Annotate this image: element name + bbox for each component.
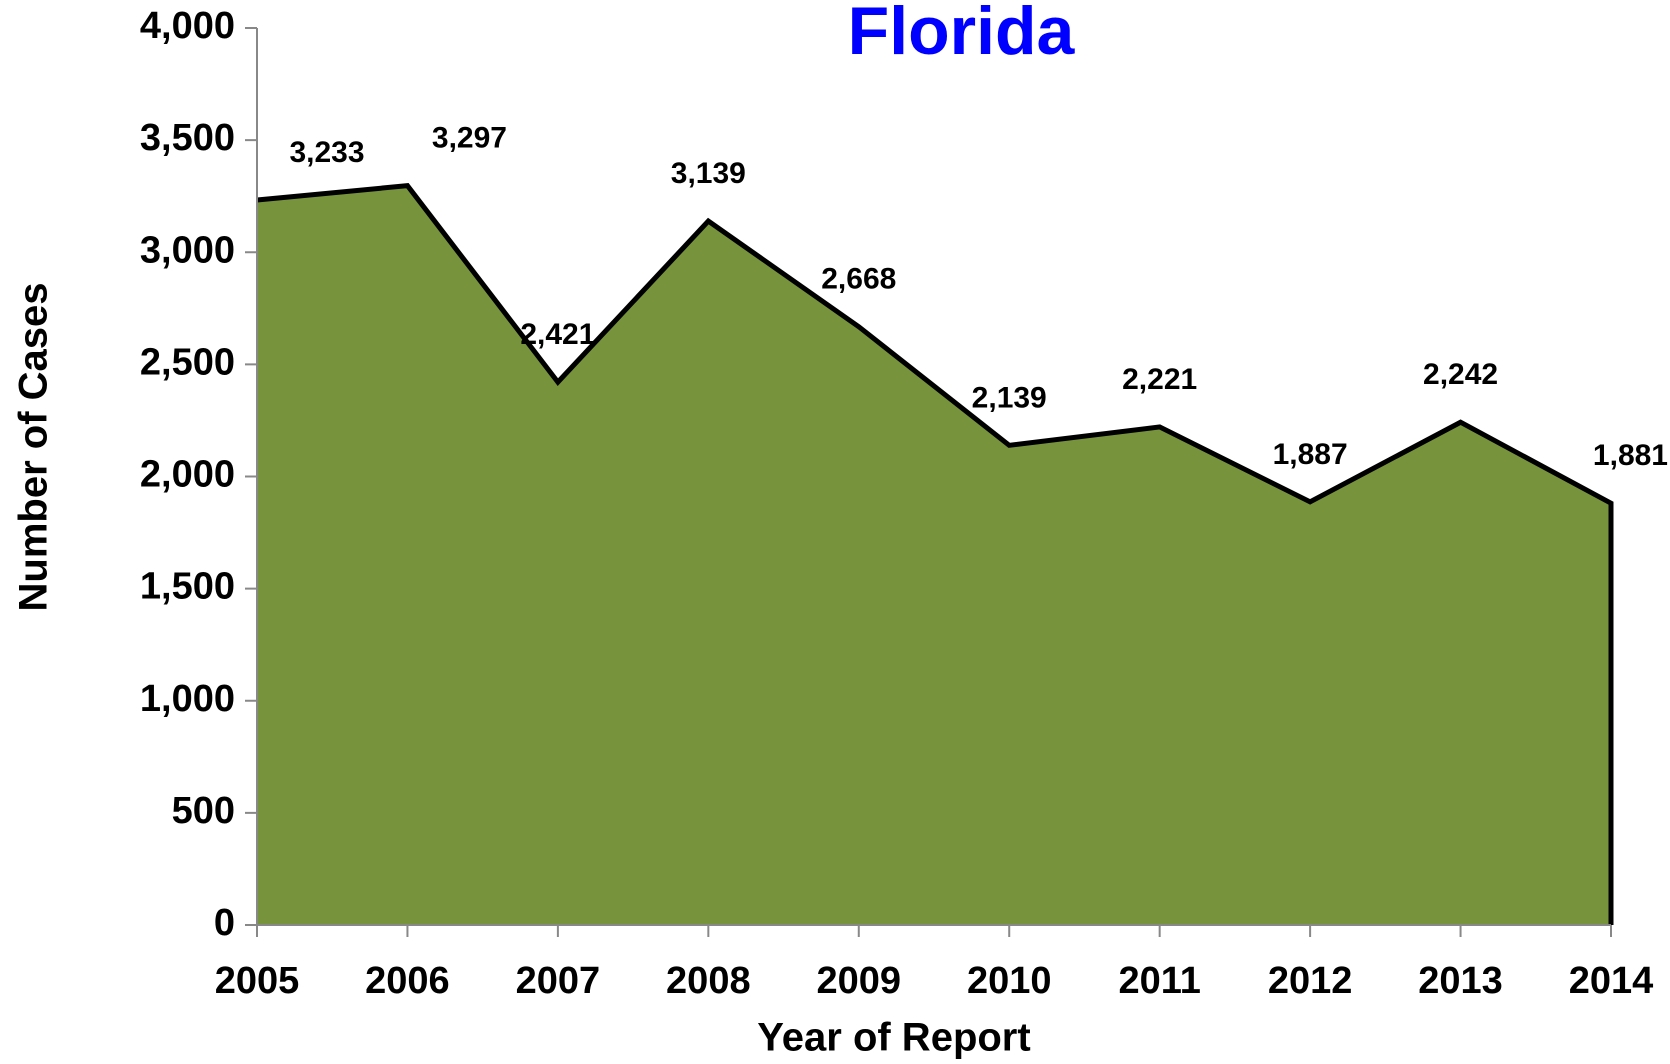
- chart-title: Florida: [848, 0, 1076, 69]
- y-tick-label: 1,500: [140, 566, 235, 608]
- area-fill: [257, 185, 1611, 925]
- data-label: 3,233: [289, 136, 364, 169]
- area-line: [256, 183, 1614, 925]
- y-tick-label: 2,500: [140, 341, 235, 383]
- data-label: 2,421: [520, 318, 595, 351]
- data-label: 2,242: [1423, 358, 1498, 391]
- x-tick-label: 2012: [1268, 960, 1353, 1002]
- data-label: 3,297: [432, 122, 507, 155]
- x-tick-label: 2008: [666, 960, 751, 1002]
- x-tick-label: 2007: [516, 960, 601, 1002]
- x-tick-label: 2010: [967, 960, 1052, 1002]
- x-tick-label: 2014: [1569, 960, 1654, 1002]
- y-tick-label: 1,000: [140, 678, 235, 720]
- x-tick-label: 2013: [1418, 960, 1503, 1002]
- y-axis-label: Number of Cases: [12, 283, 56, 612]
- y-tick-label: 0: [214, 902, 235, 944]
- x-tick-label: 2009: [817, 960, 902, 1002]
- x-tick-label: 2006: [365, 960, 450, 1002]
- y-tick-label: 3,500: [140, 117, 235, 159]
- y-tick-label: 4,000: [140, 5, 235, 47]
- x-tick-label: 2005: [215, 960, 300, 1002]
- data-label: 3,139: [671, 157, 746, 190]
- y-tick-label: 500: [172, 790, 235, 832]
- data-label: 1,887: [1273, 438, 1348, 471]
- data-label: 1,881: [1593, 439, 1668, 472]
- x-axis-label: Year of Report: [757, 1016, 1030, 1060]
- data-label: 2,668: [821, 263, 896, 296]
- data-label: 2,221: [1122, 363, 1197, 396]
- y-tick-label: 2,000: [140, 454, 235, 496]
- data-label: 2,139: [972, 381, 1047, 414]
- y-tick-label: 3,000: [140, 229, 235, 271]
- x-tick-label: 2011: [1118, 960, 1200, 1002]
